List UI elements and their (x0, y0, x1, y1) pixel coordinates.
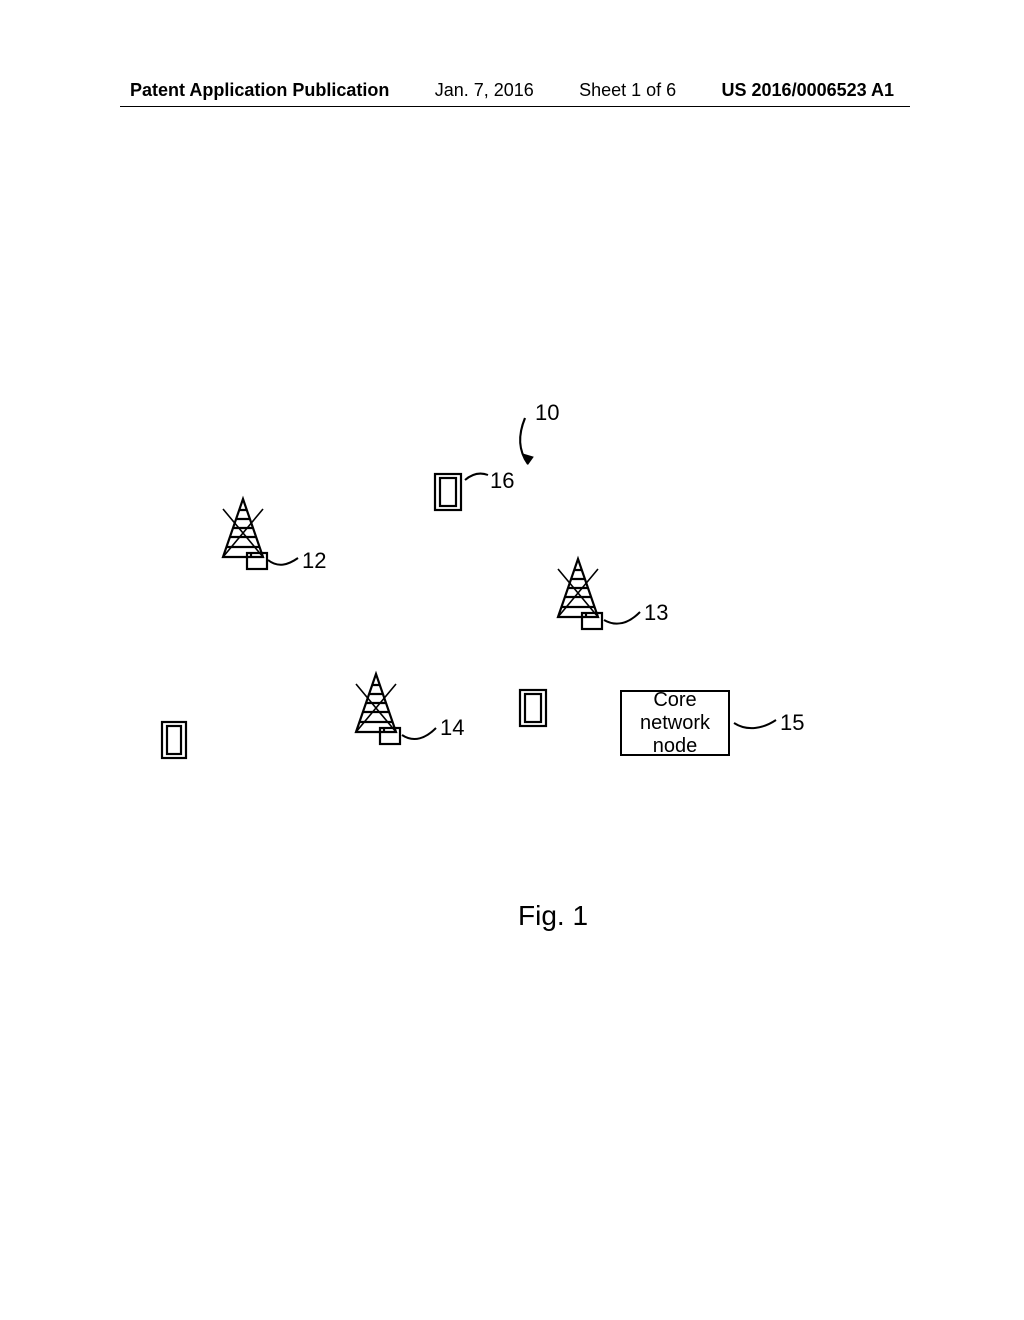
figure-1: 10 12 13 (120, 400, 910, 960)
application-number: US 2016/0006523 A1 (722, 80, 894, 101)
header-rule (120, 106, 910, 107)
sheet-number: Sheet 1 of 6 (579, 80, 676, 101)
publication-label: Patent Application Publication (130, 80, 389, 101)
leader-15 (120, 400, 910, 960)
page-header: Patent Application Publication Jan. 7, 2… (0, 80, 1024, 101)
figure-caption: Fig. 1 (518, 900, 588, 932)
publication-date: Jan. 7, 2016 (435, 80, 534, 101)
